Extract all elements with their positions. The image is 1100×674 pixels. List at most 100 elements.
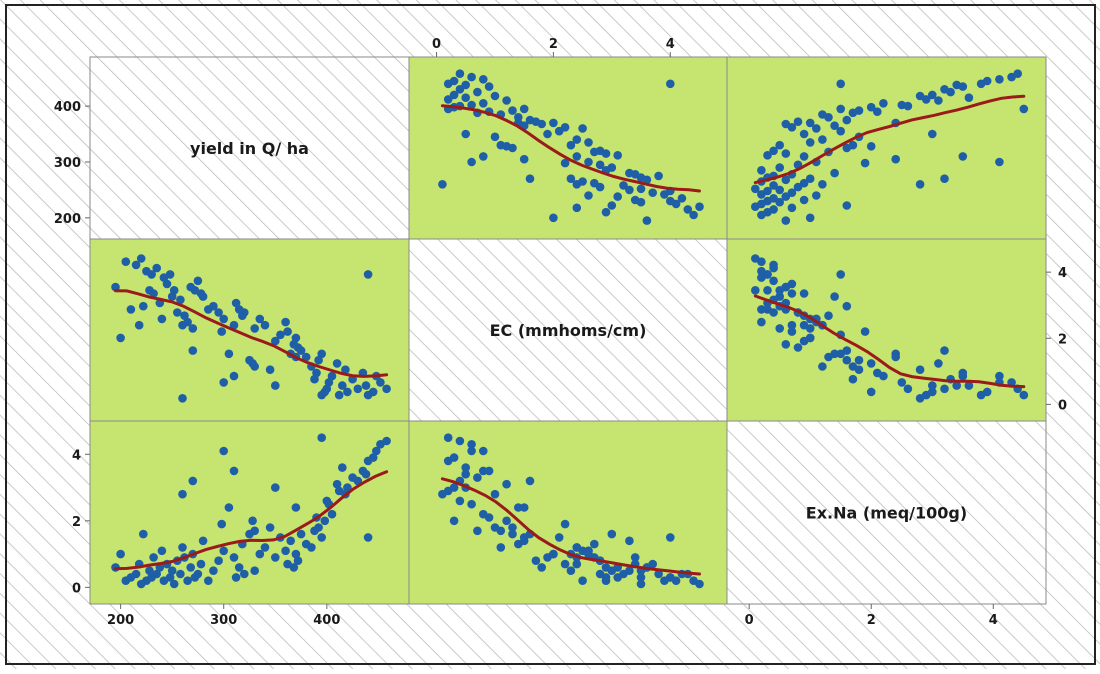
data-point (204, 305, 213, 314)
data-point (584, 138, 593, 147)
data-point (757, 190, 766, 199)
variable-label: yield in Q/ ha (190, 139, 309, 158)
data-point (1020, 105, 1029, 114)
data-point (602, 208, 611, 217)
data-point (232, 299, 241, 308)
data-point (578, 124, 587, 133)
data-point (769, 277, 778, 286)
data-point (520, 105, 529, 114)
data-point (891, 155, 900, 164)
data-point (382, 385, 391, 394)
data-point (549, 214, 558, 223)
data-point (310, 527, 319, 536)
data-point (456, 69, 465, 78)
data-point (940, 346, 949, 355)
data-point (160, 576, 169, 585)
data-point (537, 120, 546, 129)
data-point (271, 553, 280, 562)
tick-label: 2 (1058, 332, 1067, 347)
data-point (800, 196, 809, 205)
data-point (145, 286, 154, 295)
tick-label: 4 (1058, 266, 1067, 281)
data-point (217, 520, 226, 529)
data-point (364, 391, 373, 400)
data-point (573, 543, 582, 552)
data-point (255, 550, 264, 559)
data-point (461, 463, 470, 472)
data-point (751, 286, 760, 295)
data-point (473, 473, 482, 482)
tick-label: 0 (72, 581, 81, 596)
data-point (135, 321, 144, 330)
data-point (836, 127, 845, 136)
data-point (824, 311, 833, 320)
data-point (800, 152, 809, 161)
data-point (775, 324, 784, 333)
data-point (467, 500, 476, 509)
data-point (497, 141, 506, 150)
data-point (965, 93, 974, 102)
data-point (561, 560, 570, 569)
tick-label: 4 (989, 613, 998, 628)
data-point (800, 130, 809, 139)
data-point (861, 327, 870, 336)
data-point (573, 152, 582, 161)
data-point (214, 556, 223, 565)
data-point (178, 321, 187, 330)
data-point (456, 437, 465, 446)
data-point (526, 477, 535, 486)
data-point (590, 540, 599, 549)
tick-label: 0 (1058, 398, 1067, 413)
data-point (672, 200, 681, 209)
variable-label: Ex.Na (meq/100g) (806, 504, 967, 523)
data-point (173, 308, 182, 317)
data-point (763, 305, 772, 314)
data-point (479, 467, 488, 476)
data-point (824, 113, 833, 122)
data-point (333, 359, 342, 368)
data-point (602, 149, 611, 158)
data-point (873, 107, 882, 116)
data-point (520, 155, 529, 164)
data-point (806, 138, 815, 147)
data-point (782, 149, 791, 158)
data-point (292, 503, 301, 512)
data-point (757, 267, 766, 276)
data-point (122, 576, 131, 585)
data-point (613, 151, 622, 160)
data-point (775, 186, 784, 195)
data-point (775, 163, 784, 172)
tick-label: 200 (107, 613, 134, 628)
data-point (689, 576, 698, 585)
data-point (625, 186, 634, 195)
data-point (596, 183, 605, 192)
data-point (250, 527, 259, 536)
data-point (940, 385, 949, 394)
data-point (643, 216, 652, 225)
data-point (757, 166, 766, 175)
data-point (364, 457, 373, 466)
data-point (660, 190, 669, 199)
data-point (849, 375, 858, 384)
data-point (879, 99, 888, 108)
data-point (199, 537, 208, 546)
data-point (250, 362, 259, 371)
data-point (843, 346, 852, 355)
data-point (567, 566, 576, 575)
data-point (204, 576, 213, 585)
data-point (666, 533, 675, 542)
data-point (648, 188, 657, 197)
data-point (250, 324, 259, 333)
data-point (637, 580, 646, 589)
data-point (763, 286, 772, 295)
data-point (573, 560, 582, 569)
data-point (666, 80, 675, 89)
data-point (317, 433, 326, 442)
data-point (186, 283, 195, 292)
data-point (867, 359, 876, 368)
data-point (532, 556, 541, 565)
data-point (132, 261, 141, 270)
tick-label: 200 (54, 212, 81, 227)
variable-label: EC (mmhoms/cm) (490, 321, 647, 340)
